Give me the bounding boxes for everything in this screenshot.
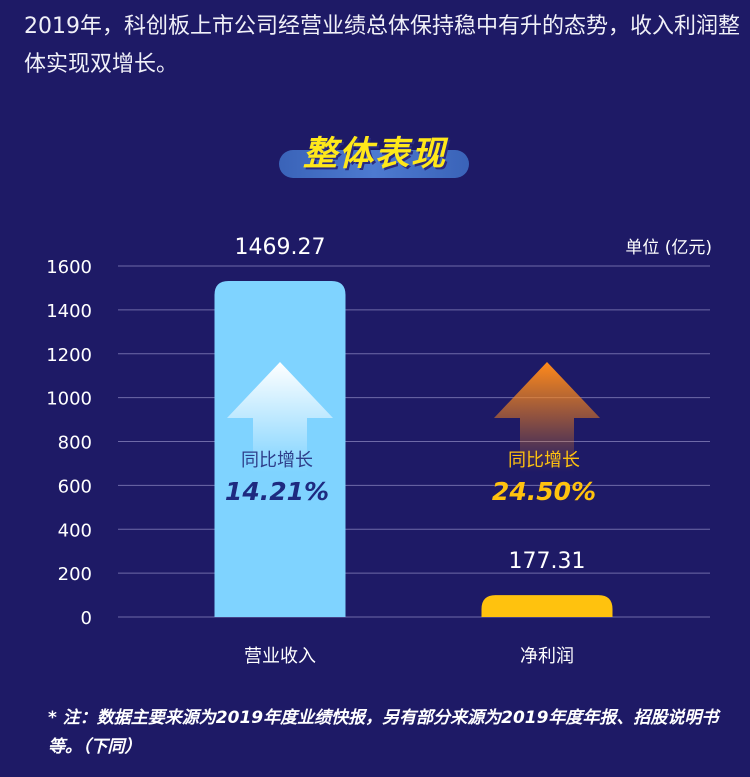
value-label: 177.31 [509, 549, 586, 574]
growth-value: 24.50% [492, 477, 596, 506]
arrow-up-icon [227, 362, 333, 472]
y-tick-label: 200 [58, 564, 92, 585]
growth-value: 14.21% [225, 477, 329, 506]
y-tick-label: 1600 [46, 257, 92, 278]
y-tick-label: 1200 [46, 345, 92, 366]
unit-label: 单位 (亿元) [625, 238, 712, 258]
section-title-badge [279, 150, 469, 178]
y-tick-label: 1400 [46, 301, 92, 322]
y-tick-label: 800 [58, 433, 92, 454]
y-tick-label: 400 [58, 520, 92, 541]
x-tick-label: 净利润 [520, 646, 574, 667]
y-tick-label: 1000 [46, 389, 92, 410]
y-tick-label: 0 [81, 608, 92, 629]
bar [481, 595, 613, 617]
value-label: 1469.27 [235, 235, 326, 260]
growth-label: 同比增长 [508, 450, 580, 471]
y-tick-label: 600 [58, 476, 92, 497]
growth-label: 同比增长 [241, 450, 313, 471]
intro-text: 2019年，科创板上市公司经营业绩总体保持稳中有升的态势，收入利润整体实现双增长… [24, 14, 740, 77]
section-title: 整体表现 [303, 134, 447, 174]
footnote: * 注：数据主要来源为2019年度业绩快报，另有部分来源为2019年度年报、招股… [48, 708, 719, 757]
arrow-up-icon [494, 362, 600, 472]
x-tick-label: 营业收入 [244, 646, 316, 667]
